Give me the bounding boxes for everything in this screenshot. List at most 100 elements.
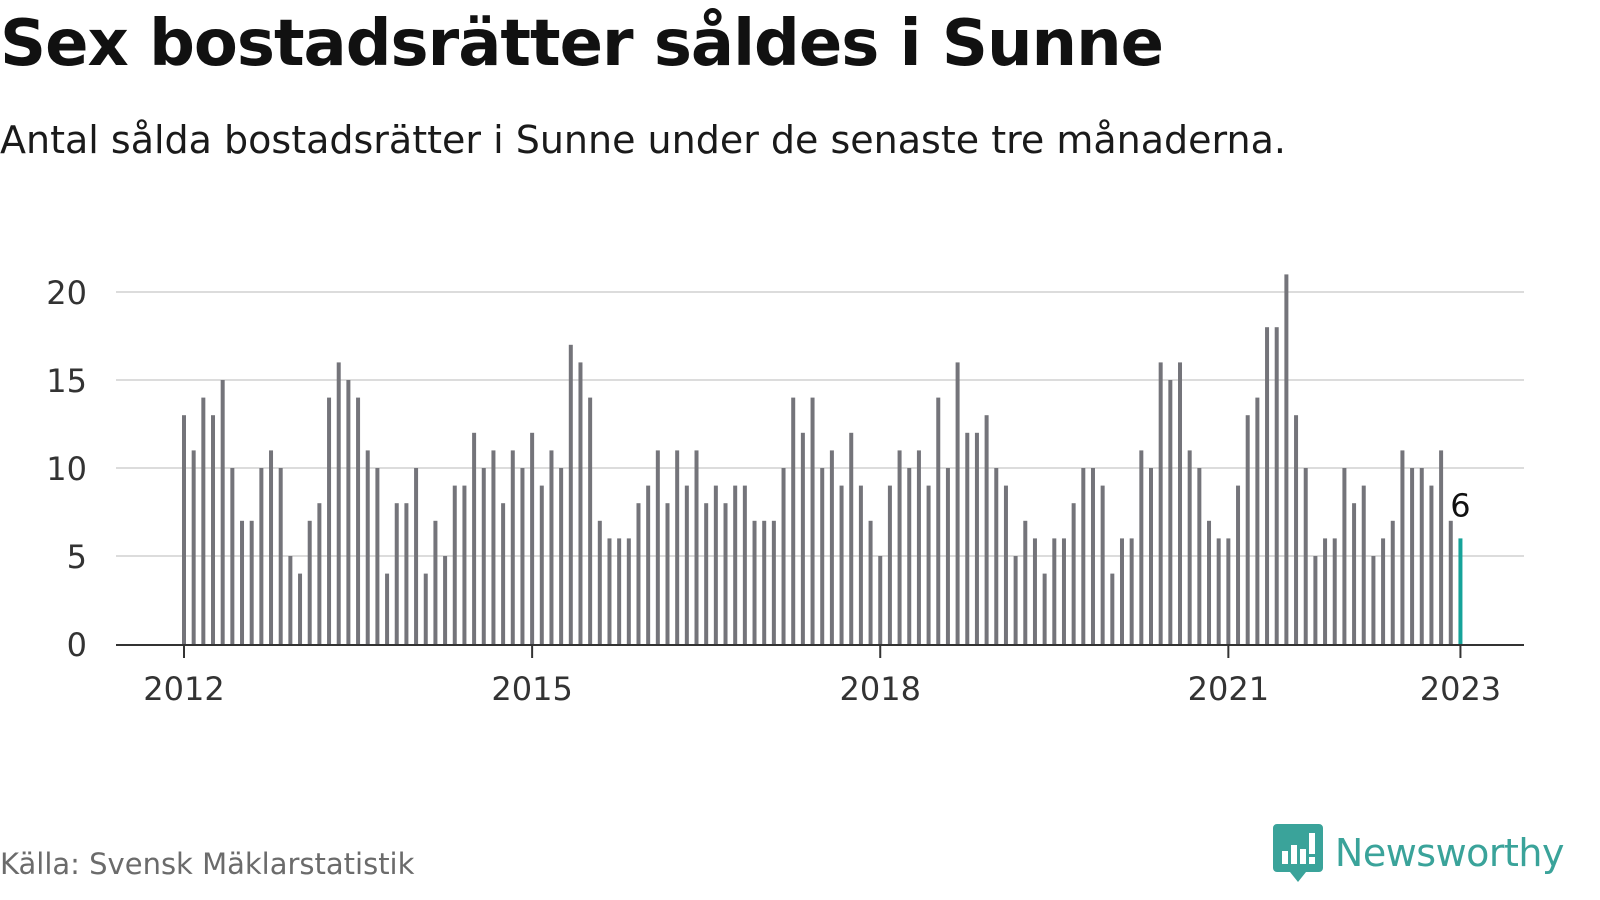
bar <box>578 362 583 644</box>
bar <box>791 397 796 644</box>
bar <box>1400 450 1405 644</box>
bar <box>713 485 718 644</box>
bar <box>452 485 457 644</box>
x-axis: 2012 2015 2018 2021 2023 <box>116 644 1524 708</box>
bar <box>1071 503 1076 644</box>
bar <box>278 468 283 644</box>
bar <box>1265 327 1270 644</box>
bar <box>849 432 854 644</box>
bar <box>559 468 564 644</box>
bar <box>481 468 486 644</box>
bar <box>1448 520 1453 644</box>
bar <box>1139 450 1144 644</box>
bar <box>1255 397 1260 644</box>
bar <box>336 362 341 644</box>
bar <box>1236 485 1241 644</box>
bar <box>810 397 815 644</box>
bar <box>414 468 419 644</box>
bar <box>1187 450 1192 644</box>
bar <box>965 432 970 644</box>
bar <box>259 468 264 644</box>
bar <box>211 415 216 644</box>
bar <box>1052 538 1057 644</box>
bar <box>752 520 757 644</box>
bar <box>1168 380 1173 644</box>
bar <box>269 450 274 644</box>
y-tick-label: 5 <box>67 538 87 576</box>
bar <box>1284 274 1289 644</box>
bar <box>327 397 332 644</box>
bar <box>1110 573 1115 644</box>
bar <box>597 520 602 644</box>
bar <box>839 485 844 644</box>
x-tick-label: 2021 <box>1188 670 1269 708</box>
bars <box>182 274 1463 644</box>
bar <box>1419 468 1424 644</box>
bar <box>607 538 612 644</box>
bar <box>684 485 689 644</box>
x-tick-label: 2023 <box>1420 670 1501 708</box>
bar <box>1352 503 1357 644</box>
bar <box>1090 468 1095 644</box>
bar <box>868 520 873 644</box>
bar <box>182 415 186 644</box>
bar <box>491 450 496 644</box>
bar <box>1207 520 1212 644</box>
bar <box>694 450 699 644</box>
bar <box>230 468 235 644</box>
brand-logo: Newsworthy <box>1272 824 1565 882</box>
bar <box>1197 468 1202 644</box>
bar <box>288 556 293 644</box>
bar <box>1032 538 1037 644</box>
bar <box>1439 450 1444 644</box>
bar <box>1323 538 1328 644</box>
bar <box>733 485 738 644</box>
bar <box>404 503 409 644</box>
bar <box>781 468 786 644</box>
data-labels: 6 <box>1448 484 1473 527</box>
bar <box>1129 538 1134 644</box>
bar <box>1303 468 1308 644</box>
bar <box>443 556 448 644</box>
bar <box>568 344 573 644</box>
bar <box>423 573 428 644</box>
bar <box>1371 556 1376 644</box>
bar <box>907 468 912 644</box>
bar <box>1178 362 1183 644</box>
x-tick-label: 2015 <box>491 670 572 708</box>
bar <box>626 538 631 644</box>
bar <box>520 468 525 644</box>
bar <box>356 397 361 644</box>
bar <box>1100 485 1105 644</box>
bar <box>1313 556 1318 644</box>
bar <box>800 432 805 644</box>
y-tick-label: 15 <box>46 362 87 400</box>
bar <box>675 450 680 644</box>
bar <box>858 485 863 644</box>
y-tick-label: 10 <box>46 450 87 488</box>
bar <box>1013 556 1018 644</box>
bar <box>1149 468 1153 644</box>
bar <box>771 520 776 644</box>
y-tick-label: 0 <box>67 626 87 664</box>
bar <box>394 503 399 644</box>
bar <box>317 503 322 644</box>
bar <box>365 450 370 644</box>
bar <box>936 397 941 644</box>
bar <box>433 520 438 644</box>
bar <box>916 450 921 644</box>
bar <box>346 380 351 644</box>
bar <box>1023 520 1028 644</box>
bar <box>201 397 206 644</box>
bar <box>539 485 544 644</box>
bar <box>1081 468 1086 644</box>
x-tick-label: 2018 <box>840 670 921 708</box>
bar <box>878 556 883 644</box>
bar <box>298 573 303 644</box>
bar <box>742 485 747 644</box>
bar <box>385 573 390 644</box>
bar-highlighted <box>1458 538 1463 644</box>
bar <box>945 468 950 644</box>
brand-name: Newsworthy <box>1334 831 1565 875</box>
bar <box>1119 538 1124 644</box>
